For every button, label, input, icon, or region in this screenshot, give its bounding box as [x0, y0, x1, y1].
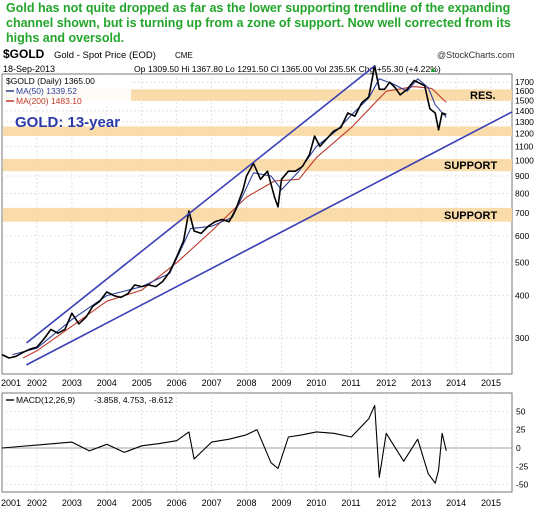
- macd-y-tick-label: -50: [516, 480, 529, 490]
- macd-line: [1, 404, 447, 484]
- macd-legend-values: -3.858, 4.753, -8.612: [94, 395, 173, 405]
- price-y-tick-label: 1500: [515, 96, 534, 106]
- exchange-label: CME: [175, 51, 193, 60]
- price-y-tick-label: 700: [515, 208, 529, 218]
- macd-y-tick-label: -25: [516, 461, 529, 471]
- price-x-tick-label: 2004: [97, 378, 117, 388]
- price-y-tick-label: 400: [515, 291, 529, 301]
- price-x-tick-label: 2007: [202, 378, 222, 388]
- macd-x-tick-label: 2011: [341, 498, 360, 508]
- macd-x-tick-label: 2006: [167, 498, 187, 508]
- price-y-tick-label: 800: [515, 188, 529, 198]
- watermark: @StockCharts.com: [437, 50, 515, 60]
- price-y-tick-label: 300: [515, 333, 529, 343]
- price-y-tick-label: 500: [515, 258, 529, 268]
- support-zone-label: SUPPORT: [444, 210, 497, 222]
- upper-channel-trendline: [25, 65, 376, 344]
- ma200-line: [22, 86, 447, 359]
- legend-box: [3, 75, 131, 105]
- price-x-tick-label: 2002: [27, 378, 47, 388]
- price-x-tick-label: 2014: [446, 378, 466, 388]
- price-y-tick-label: 1600: [515, 86, 534, 96]
- support-zone-label: SUPPORT: [444, 160, 497, 172]
- legend-price: $GOLD (Daily) 1365.00: [6, 76, 95, 86]
- macd-x-tick-label: 2005: [132, 498, 152, 508]
- price-y-tick-label: 1000: [515, 155, 534, 165]
- price-y-tick-label: 900: [515, 171, 529, 181]
- macd-grid: [2, 393, 512, 492]
- macd-x-tick-label: 2012: [376, 498, 396, 508]
- price-x-tick-label: 2003: [62, 378, 82, 388]
- legend-ma50: MA(50) 1339.52: [16, 86, 77, 96]
- date-label: 18-Sep-2013: [3, 64, 55, 74]
- macd-panel-frame: [1, 392, 513, 493]
- macd-x-tick-label: 2001: [1, 498, 21, 508]
- macd-x-tick-label: 2007: [202, 498, 222, 508]
- support-zone-band: [3, 89, 512, 101]
- macd-legend-label: MACD(12,26,9): [16, 395, 75, 405]
- price-x-tick-label: 2009: [271, 378, 291, 388]
- support-zone-band: [3, 126, 512, 137]
- price-y-tick-label: 1400: [515, 106, 534, 116]
- lower-channel-trendline: [26, 111, 513, 366]
- macd-x-tick-label: 2009: [271, 498, 291, 508]
- macd-y-tick-label: 50: [516, 406, 526, 416]
- price-x-tick-label: 2011: [341, 378, 360, 388]
- price-x-tick-label: 2001: [1, 378, 21, 388]
- ma50-line: [12, 78, 447, 356]
- chart-title: GOLD: 13-year: [15, 114, 120, 131]
- price-y-tick-label: 600: [515, 231, 529, 241]
- price-y-tick-label: 1100: [515, 141, 534, 151]
- macd-x-tick-label: 2003: [62, 498, 82, 508]
- price-x-tick-label: 2015: [481, 378, 501, 388]
- price-x-tick-label: 2008: [237, 378, 257, 388]
- change-arrow: ▲: [429, 65, 437, 74]
- legend-ma200: MA(200) 1483.10: [16, 96, 82, 106]
- macd-x-tick-label: 2014: [446, 498, 466, 508]
- support-zone-band: [3, 207, 512, 222]
- price-y-tick-label: 1700: [515, 77, 534, 87]
- macd-x-tick-label: 2002: [27, 498, 47, 508]
- symbol-label: $GOLD: [3, 47, 45, 61]
- gold-price-line: [1, 65, 447, 359]
- headline-annotation: Gold has not quite dropped as far as the…: [6, 1, 511, 45]
- macd-x-tick-label: 2013: [411, 498, 431, 508]
- support-zone-label: RES.: [470, 90, 496, 102]
- price-x-tick-label: 2005: [132, 378, 152, 388]
- price-y-tick-label: 1200: [515, 129, 534, 139]
- macd-x-tick-label: 2008: [237, 498, 257, 508]
- price-x-tick-label: 2010: [306, 378, 326, 388]
- macd-x-tick-label: 2004: [97, 498, 117, 508]
- ohlc-readout: Op 1309.50 Hi 1367.80 Lo 1291.50 Cl 1365…: [134, 64, 441, 74]
- macd-x-tick-label: 2010: [306, 498, 326, 508]
- price-panel-frame: [1, 73, 513, 375]
- price-x-tick-label: 2006: [167, 378, 187, 388]
- macd-y-tick-label: 0: [516, 443, 521, 453]
- price-y-tick-label: 1300: [515, 117, 534, 127]
- price-x-tick-label: 2013: [411, 378, 431, 388]
- price-x-tick-label: 2012: [376, 378, 396, 388]
- instrument-name: Gold - Spot Price (EOD): [54, 50, 156, 61]
- macd-y-tick-label: 25: [516, 425, 526, 435]
- macd-x-tick-label: 2015: [481, 498, 501, 508]
- support-zone-band: [3, 159, 512, 172]
